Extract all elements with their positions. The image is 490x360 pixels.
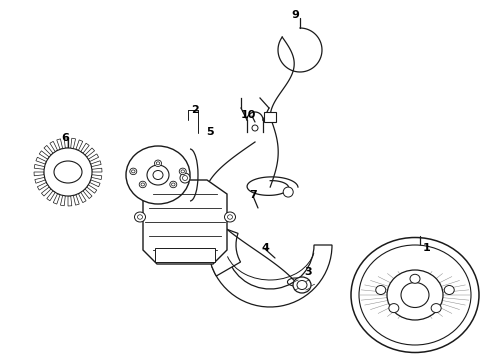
- Polygon shape: [92, 168, 102, 172]
- Polygon shape: [37, 183, 48, 190]
- Ellipse shape: [431, 303, 441, 312]
- Polygon shape: [34, 172, 44, 176]
- Polygon shape: [34, 165, 45, 169]
- Polygon shape: [35, 177, 46, 183]
- Ellipse shape: [139, 181, 146, 188]
- Polygon shape: [64, 138, 68, 148]
- Polygon shape: [44, 145, 53, 155]
- Polygon shape: [90, 180, 100, 187]
- Polygon shape: [74, 195, 79, 205]
- Text: 8: 8: [171, 180, 179, 190]
- Polygon shape: [47, 191, 55, 201]
- Polygon shape: [71, 138, 75, 149]
- Polygon shape: [83, 189, 92, 199]
- Ellipse shape: [153, 171, 163, 180]
- Ellipse shape: [376, 285, 386, 294]
- Wedge shape: [212, 245, 332, 307]
- Circle shape: [180, 173, 190, 183]
- Polygon shape: [78, 192, 86, 203]
- Ellipse shape: [293, 277, 311, 293]
- Polygon shape: [42, 187, 51, 196]
- Ellipse shape: [126, 146, 190, 204]
- Ellipse shape: [147, 165, 169, 185]
- Polygon shape: [143, 180, 227, 264]
- Ellipse shape: [141, 183, 145, 186]
- Circle shape: [44, 148, 92, 196]
- Ellipse shape: [297, 280, 307, 289]
- Polygon shape: [87, 185, 97, 193]
- Polygon shape: [60, 195, 65, 206]
- Ellipse shape: [224, 212, 236, 222]
- Polygon shape: [81, 143, 89, 153]
- Text: 5: 5: [206, 127, 214, 137]
- Polygon shape: [57, 139, 63, 149]
- Polygon shape: [68, 196, 72, 206]
- Text: 7: 7: [249, 190, 257, 200]
- Polygon shape: [76, 140, 83, 150]
- Circle shape: [283, 187, 293, 197]
- Circle shape: [182, 176, 188, 180]
- Ellipse shape: [389, 303, 399, 312]
- Ellipse shape: [181, 170, 184, 173]
- Ellipse shape: [154, 160, 162, 167]
- Bar: [155, 248, 215, 262]
- Polygon shape: [85, 148, 95, 157]
- Polygon shape: [92, 175, 102, 180]
- Ellipse shape: [401, 283, 429, 307]
- Ellipse shape: [359, 245, 471, 345]
- Polygon shape: [39, 151, 49, 159]
- Text: 9: 9: [291, 10, 299, 20]
- Ellipse shape: [387, 270, 443, 320]
- Text: 6: 6: [61, 133, 69, 143]
- Ellipse shape: [134, 212, 146, 222]
- Ellipse shape: [131, 170, 135, 173]
- Ellipse shape: [444, 285, 454, 294]
- Ellipse shape: [227, 215, 232, 219]
- Ellipse shape: [410, 274, 420, 283]
- Text: 1: 1: [423, 243, 431, 253]
- Wedge shape: [208, 224, 241, 276]
- Ellipse shape: [179, 168, 186, 175]
- Bar: [264, 112, 276, 122]
- Text: 4: 4: [261, 243, 269, 253]
- Text: 2: 2: [191, 105, 199, 115]
- Text: 3: 3: [304, 267, 312, 277]
- Polygon shape: [91, 161, 101, 167]
- Polygon shape: [36, 157, 47, 164]
- Ellipse shape: [54, 161, 82, 183]
- Polygon shape: [53, 194, 60, 204]
- Polygon shape: [50, 141, 58, 152]
- Ellipse shape: [351, 238, 479, 352]
- Polygon shape: [88, 154, 98, 162]
- Ellipse shape: [156, 162, 160, 165]
- Circle shape: [252, 125, 258, 131]
- Ellipse shape: [130, 168, 137, 175]
- Ellipse shape: [170, 181, 177, 188]
- Ellipse shape: [138, 215, 143, 219]
- Text: 10: 10: [240, 110, 256, 120]
- Ellipse shape: [172, 183, 175, 186]
